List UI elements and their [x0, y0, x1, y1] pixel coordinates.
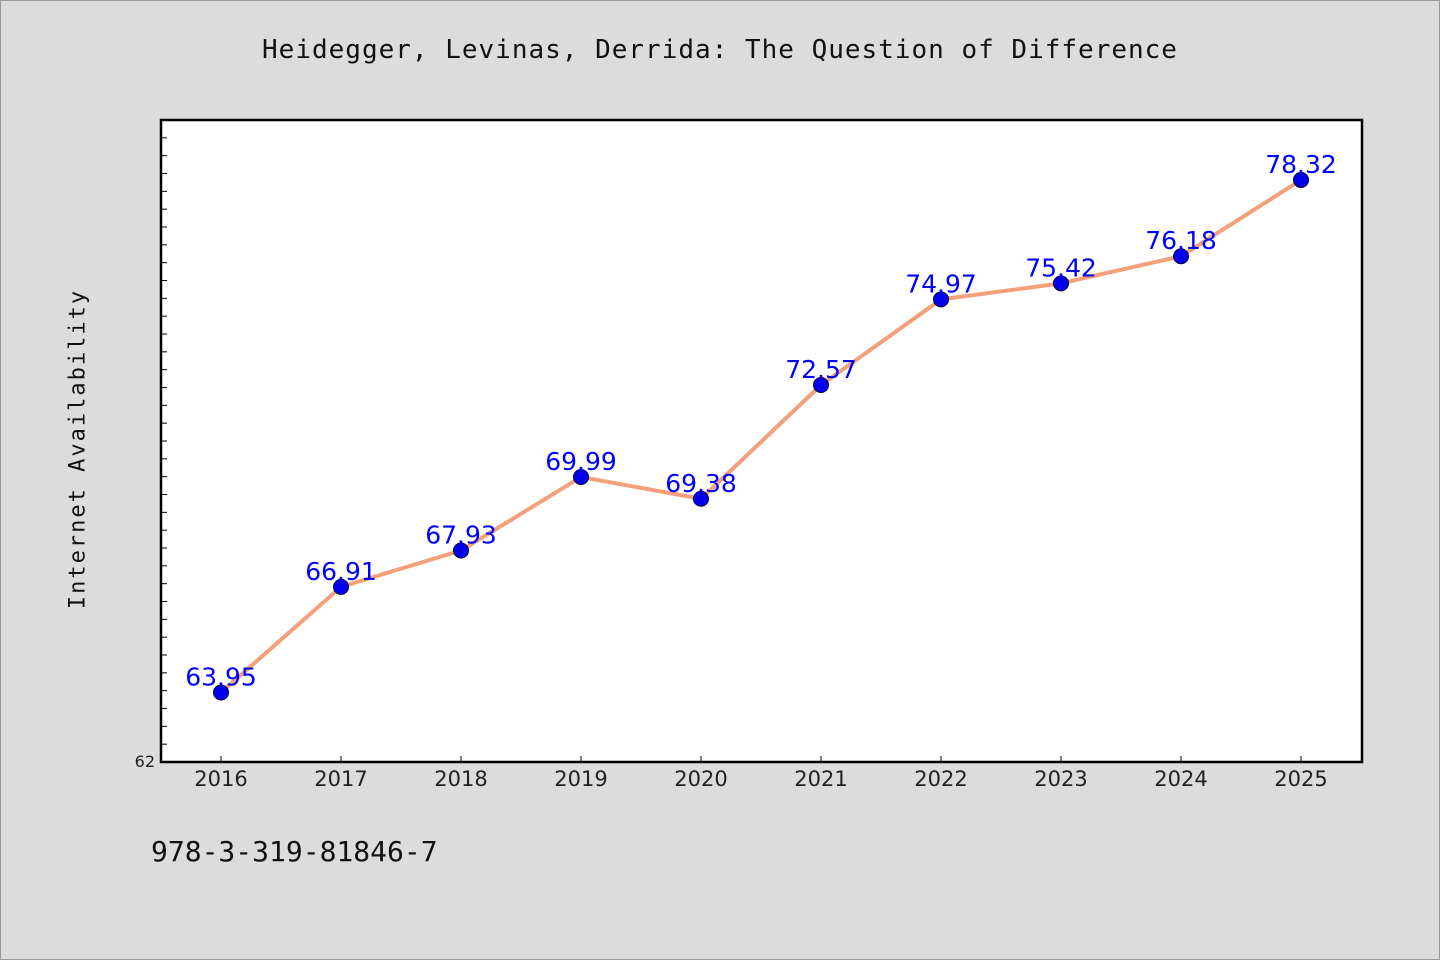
data-label: 76.18 — [1145, 226, 1217, 255]
plot-frame — [159, 118, 1364, 764]
y-tick-labels: 62 — [135, 752, 155, 771]
data-labels: 63.95 66.91 67.93 69.99 69.38 72.57 74.97 75.42… — [185, 150, 1337, 692]
data-point — [573, 469, 589, 486]
data-point — [813, 377, 829, 394]
data-label: 78.32 — [1265, 150, 1337, 179]
x-tick-label: 2016 — [194, 767, 247, 791]
data-label: 63.95 — [185, 662, 257, 691]
x-tick-label: 2017 — [314, 767, 367, 791]
data-point — [333, 578, 349, 595]
isbn-text: 978-3-319-81846-7 — [151, 835, 438, 868]
data-point — [453, 542, 469, 559]
data-label: 69.99 — [545, 447, 617, 476]
data-point — [933, 291, 949, 308]
data-label: 72.57 — [785, 355, 857, 384]
data-label: 75.42 — [1025, 253, 1097, 282]
x-tick-label: 2024 — [1154, 767, 1207, 791]
data-point — [1053, 275, 1069, 292]
series-line — [219, 177, 1303, 695]
data-point — [213, 684, 229, 701]
x-tick-label: 2018 — [434, 767, 487, 791]
data-markers — [213, 171, 1309, 701]
y-tick-label: 62 — [135, 752, 155, 771]
data-label: 74.97 — [905, 269, 977, 298]
data-point — [1173, 248, 1189, 265]
x-tick-label: 2020 — [674, 767, 727, 791]
data-point — [1293, 171, 1309, 188]
data-label: 67.93 — [425, 520, 497, 549]
x-tick-label: 2025 — [1274, 767, 1327, 791]
x-tick-label: 2019 — [554, 767, 607, 791]
x-tick-label: 2022 — [914, 767, 967, 791]
x-tick-label: 2023 — [1034, 767, 1087, 791]
chart-title: Heidegger, Levinas, Derrida: The Questio… — [262, 35, 1178, 65]
x-tick-labels: 2016 2017 2018 2019 2020 2021 2022 2023 2024 2025 — [194, 756, 1328, 791]
data-point — [693, 490, 709, 507]
x-tick-label: 2021 — [794, 767, 847, 791]
data-label: 66.91 — [305, 557, 377, 586]
data-label: 69.38 — [665, 469, 737, 498]
